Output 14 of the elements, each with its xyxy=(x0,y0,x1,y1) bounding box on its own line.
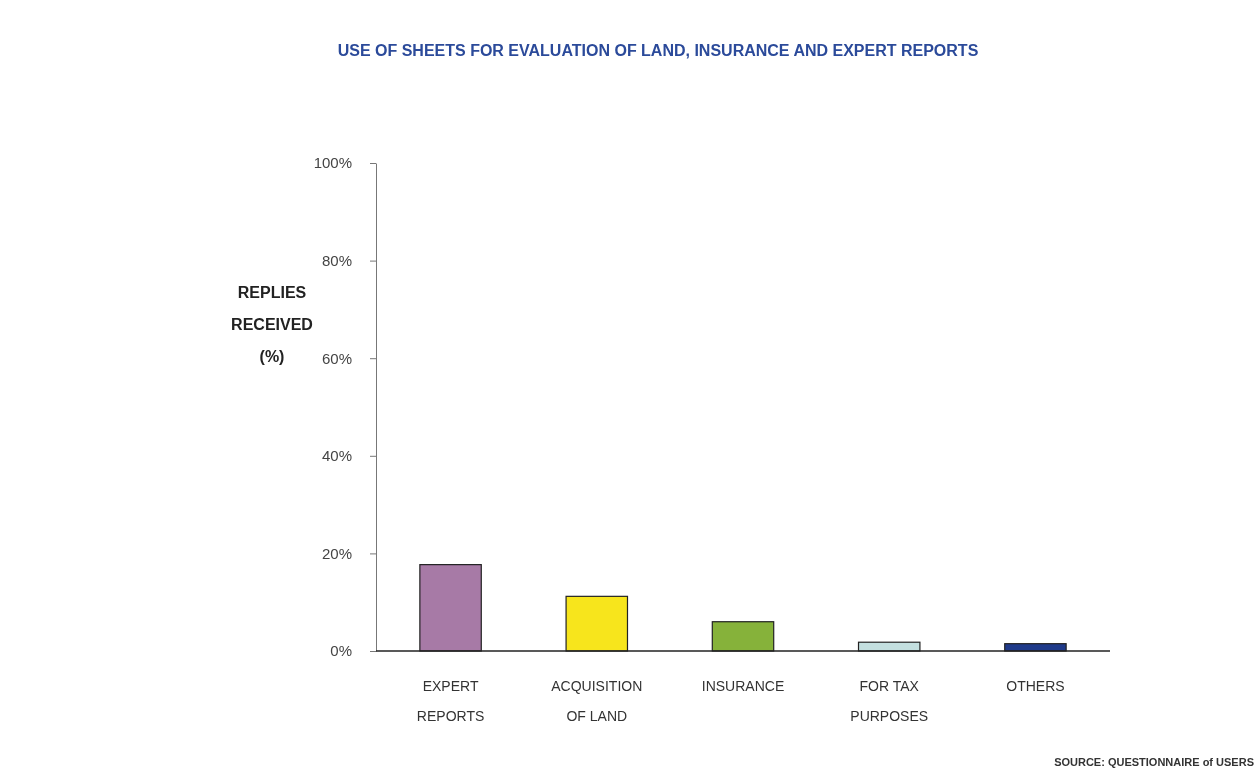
y-tick-label: 20% xyxy=(321,544,352,562)
y-axis-title: REPLIES RECEIVED (%) xyxy=(231,284,313,365)
x-tick-label: FOR TAX PURPOSES xyxy=(850,678,929,724)
y-tick-label: 60% xyxy=(321,349,352,367)
y-tick-label: 0% xyxy=(330,642,352,660)
x-tick-label: INSURANCE xyxy=(701,678,785,694)
y-tick-label: 100% xyxy=(313,154,352,172)
y-tick-label: 80% xyxy=(321,251,352,269)
x-tick-label: OTHERS xyxy=(1006,678,1065,694)
source-note: SOURCE: QUESTIONNAIRE of USERS xyxy=(1054,756,1254,768)
chart-title: USE OF SHEETS FOR EVALUATION OF LAND, INSURANCE AND EXPERT REPORTS xyxy=(337,42,979,59)
y-tick-label: 40% xyxy=(321,447,352,465)
x-tick-label: EXPERT REPORTS xyxy=(416,678,485,724)
x-tick-label: ACQUISITION OF LAND xyxy=(551,678,643,724)
